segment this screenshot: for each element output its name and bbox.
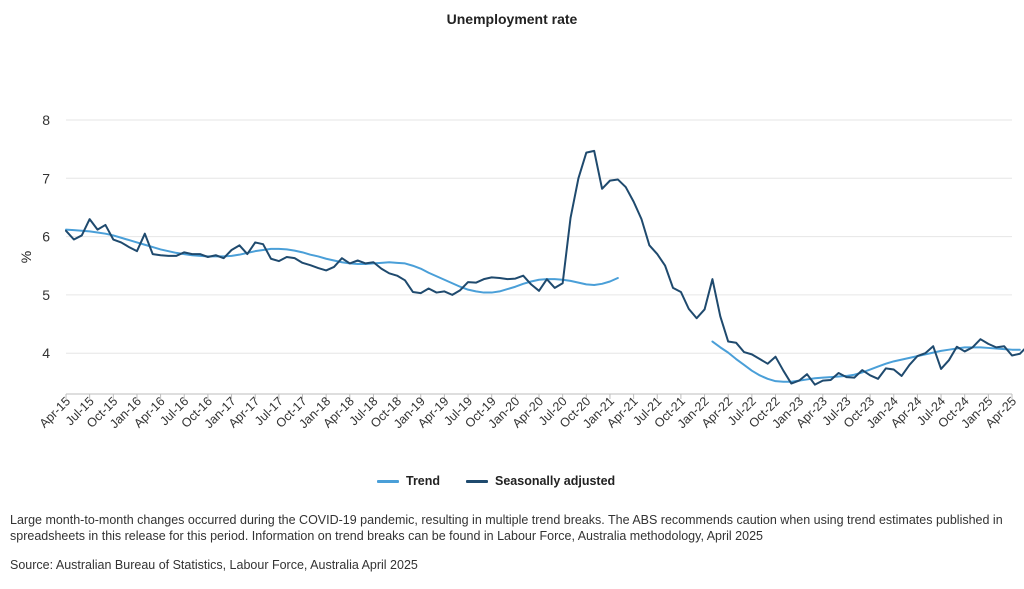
y-tick-label: 7 <box>42 170 50 186</box>
legend-item-seasonally-adjusted: Seasonally adjusted <box>466 474 615 488</box>
line-chart: 4 5 6 7 8 Apr-15Jul-15Oct-15Jan-16Apr-16Jul-… <box>18 112 1024 431</box>
legend-item-trend: Trend <box>377 474 440 488</box>
chart-title: Unemployment rate <box>446 11 578 27</box>
y-tick-label: 8 <box>42 112 50 128</box>
y-tick-labels: 4 5 6 7 8 <box>42 112 50 361</box>
legend-swatch-trend <box>377 479 399 483</box>
legend-label-seasonally-adjusted: Seasonally adjusted <box>495 474 616 488</box>
legend-swatch-seasonally-adjusted <box>466 479 488 483</box>
series-line-trend <box>65 228 619 294</box>
series-line-seasonally-adjusted <box>65 149 1024 386</box>
chart-source: Source: Australian Bureau of Statistics,… <box>10 558 418 572</box>
gridlines <box>65 119 1013 399</box>
y-tick-label: 4 <box>42 345 50 361</box>
x-tick-labels: Apr-15Jul-15Oct-15Jan-16Apr-16Jul-16Oct-… <box>37 394 1019 431</box>
legend-label-trend: Trend <box>406 474 441 488</box>
series-line-trend <box>711 340 1021 383</box>
legend: Trend Seasonally adjusted <box>0 474 1024 492</box>
y-axis-label: % <box>18 251 34 263</box>
series-lines <box>65 149 1024 386</box>
y-tick-label: 5 <box>42 287 50 303</box>
y-tick-label: 6 <box>42 229 50 245</box>
chart-note: Large month-to-month changes occurred du… <box>10 513 1003 543</box>
